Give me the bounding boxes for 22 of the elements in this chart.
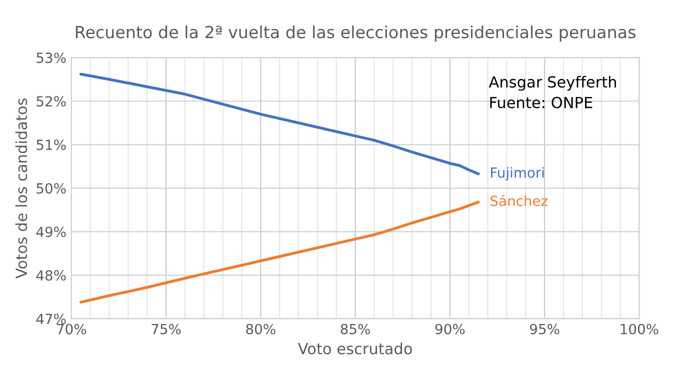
- x-tick-label: 70%: [57, 324, 86, 334]
- y-tick-label: 48%: [36, 270, 66, 281]
- x-axis-title: Voto escrutado: [298, 342, 412, 354]
- chart-title: Recuento de la 2ª vuelta de las elecciones presidenciales peruanas: [76, 25, 636, 42]
- y-tick-label: 52%: [36, 96, 66, 107]
- x-tick-label: 75%: [152, 324, 181, 334]
- x-tick-label: 85%: [340, 324, 370, 334]
- annotation: Ansgar Seyfferth Fuente: ONPE: [488, 76, 616, 108]
- line-series: [79, 72, 480, 176]
- y-tick-label: 49%: [36, 226, 66, 238]
- x-tick-label: 80%: [246, 324, 276, 334]
- y-tick-label: 47%: [36, 314, 66, 324]
- series-label: Fujimori: [491, 167, 544, 181]
- y-tick-label: 50%: [36, 183, 66, 194]
- y-axis-title: Votos de los candidatos: [15, 98, 28, 278]
- x-tick-label: 95%: [530, 324, 560, 334]
- x-tick-label: 100%: [620, 324, 658, 334]
- line-series: [79, 200, 480, 304]
- y-tick-label: 51%: [36, 140, 66, 150]
- x-tick-label: 90%: [435, 324, 465, 334]
- y-tick-label: 53%: [36, 52, 66, 64]
- series-label: Sánchez: [490, 194, 548, 206]
